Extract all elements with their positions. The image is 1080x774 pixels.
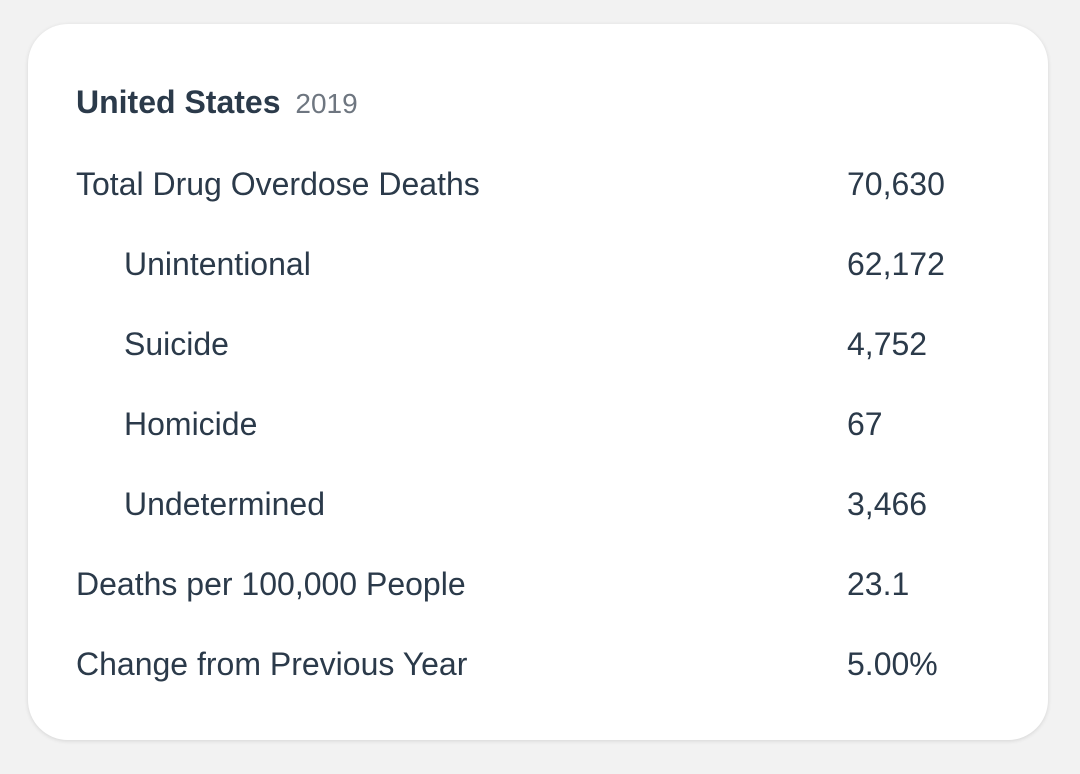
stat-value: 62,172 [847,246,945,282]
stat-value: 70,630 [847,166,945,202]
stat-row-total-deaths: Total Drug Overdose Deaths 70,630 [76,162,1016,242]
stat-label: Total Drug Overdose Deaths [76,166,480,202]
stat-row-homicide: Homicide 67 [76,402,1016,482]
stat-row-change-previous-year: Change from Previous Year 5.00% [76,642,1016,722]
stat-value: 4,752 [847,326,928,362]
stat-label: Unintentional [124,246,311,282]
stat-value: 23.1 [847,566,910,602]
stat-row-unintentional: Unintentional 62,172 [76,242,1016,322]
stat-label: Suicide [124,326,229,362]
stat-label: Homicide [124,406,258,442]
stats-table: Total Drug Overdose Deaths 70,630 Uninte… [76,162,1016,722]
stat-label: Change from Previous Year [76,646,468,682]
stat-row-suicide: Suicide 4,752 [76,322,1016,402]
stat-value: 67 [847,406,883,442]
stat-label: Undetermined [124,486,325,522]
stat-value: 5.00% [847,646,938,682]
year-label: 2019 [295,88,358,119]
stat-row-undetermined: Undetermined 3,466 [76,482,1016,562]
stat-row-deaths-per-100k: Deaths per 100,000 People 23.1 [76,562,1016,642]
card-title: United States 2019 [76,80,358,126]
stat-label: Deaths per 100,000 People [76,566,466,602]
place-name: United States [76,84,281,120]
stat-value: 3,466 [847,486,928,522]
summary-card: United States 2019 Total Drug Overdose D… [28,24,1048,740]
